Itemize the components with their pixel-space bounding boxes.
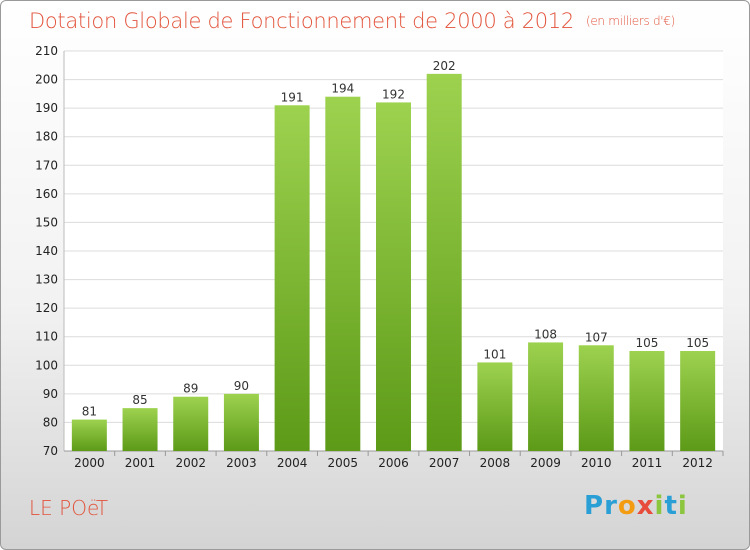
x-tick-label: 2002	[175, 456, 206, 470]
bar	[578, 345, 614, 451]
y-tick-label: 190	[35, 101, 58, 115]
bar	[325, 96, 361, 451]
logo-letter: P	[584, 491, 605, 521]
x-tick-label: 2011	[632, 456, 663, 470]
data-label: 81	[82, 405, 97, 419]
y-tick-label: 70	[43, 444, 58, 458]
data-label: 89	[183, 382, 198, 396]
chart-title-text: Dotation Globale de Fonctionnement de 20…	[29, 9, 574, 33]
y-tick-label: 160	[35, 187, 58, 201]
data-label: 192	[382, 87, 405, 101]
x-tick-label: 2009	[530, 456, 561, 470]
chart-unit: (en milliers d'€)	[585, 14, 675, 28]
y-tick-label: 210	[35, 44, 58, 58]
data-label: 105	[636, 336, 659, 350]
bar	[376, 102, 411, 451]
place-name: LE POëT	[29, 496, 109, 520]
data-label: 107	[585, 330, 608, 344]
logo-letter: t	[664, 491, 678, 521]
y-tick-label: 120	[35, 301, 58, 315]
y-tick-label: 90	[43, 387, 58, 401]
data-label: 191	[281, 90, 304, 104]
y-tick-label: 110	[35, 330, 58, 344]
data-label: 105	[686, 336, 709, 350]
x-tick-label: 2006	[378, 456, 409, 470]
y-tick-label: 150	[35, 215, 58, 229]
y-tick-label: 140	[35, 244, 58, 258]
data-label: 202	[433, 59, 456, 73]
bar	[426, 73, 462, 451]
bar	[173, 396, 209, 451]
x-axis: 2000 2001 2002 2003 2004 2005 2006 2007 2008 2009…	[74, 451, 724, 470]
bar	[477, 362, 513, 451]
data-label: 85	[132, 393, 147, 407]
y-tick-label: 180	[35, 130, 58, 144]
data-label: 108	[534, 327, 557, 341]
x-tick-label: 2012	[682, 456, 713, 470]
bar	[223, 393, 259, 451]
x-tick-label: 2001	[125, 456, 156, 470]
x-tick-label: 2005	[328, 456, 359, 470]
chart-title: Dotation Globale de Fonctionnement de 20…	[29, 9, 675, 33]
y-tick-label: 130	[35, 273, 58, 287]
logo-letter: o	[617, 491, 637, 521]
data-label: 194	[331, 82, 354, 96]
data-labels: 81 85 89 90 191 194 192 202 101 108 107 105 105	[82, 59, 709, 419]
bar	[71, 419, 107, 451]
y-tick-label: 170	[35, 158, 58, 172]
bars	[71, 73, 716, 452]
proxiti-logo: Proxiti	[584, 491, 688, 521]
x-tick-label: 2007	[429, 456, 460, 470]
x-tick-label: 2004	[277, 456, 308, 470]
data-label: 90	[234, 379, 249, 393]
data-label: 101	[483, 347, 506, 361]
bar	[122, 408, 158, 451]
logo-letter: i	[654, 491, 665, 521]
bar	[274, 105, 310, 452]
y-tick-label: 100	[35, 358, 58, 372]
y-tick-label: 80	[43, 415, 58, 429]
x-tick-label: 2000	[74, 456, 105, 470]
logo-letter: r	[604, 491, 618, 521]
logo-letter: x	[636, 491, 655, 521]
x-tick-label: 2010	[581, 456, 612, 470]
x-tick-label: 2008	[480, 456, 511, 470]
y-axis: 70 80 90 100 110 120 130 140 150 160 170 180 190 200 2…	[35, 44, 58, 458]
logo-letter: i	[677, 491, 688, 521]
bar	[528, 342, 564, 451]
bar	[629, 351, 665, 451]
y-tick-label: 200	[35, 73, 58, 87]
bar	[680, 351, 716, 451]
x-tick-label: 2003	[226, 456, 257, 470]
